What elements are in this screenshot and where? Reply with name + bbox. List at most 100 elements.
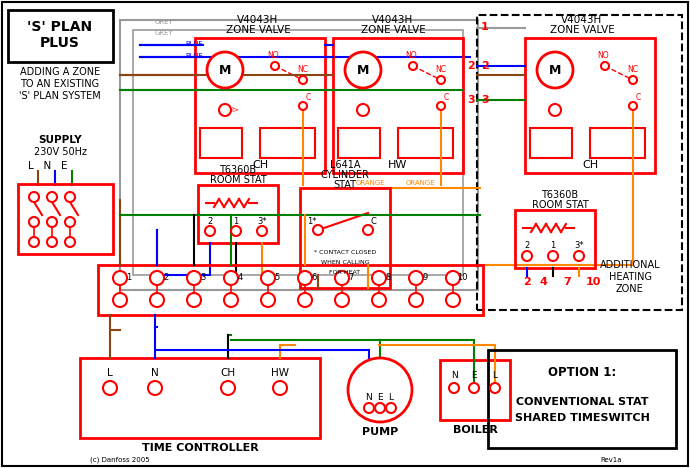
Text: NO: NO: [267, 51, 279, 60]
Text: PLUS: PLUS: [40, 36, 80, 50]
Circle shape: [299, 76, 307, 84]
Text: 6: 6: [311, 273, 317, 283]
Text: N: N: [366, 394, 373, 402]
Circle shape: [409, 271, 423, 285]
Text: M: M: [357, 64, 369, 76]
Text: N: N: [151, 368, 159, 378]
Bar: [120, 20, 478, 290]
Text: OPTION 1:: OPTION 1:: [548, 366, 616, 379]
Circle shape: [299, 102, 307, 110]
Circle shape: [409, 293, 423, 307]
Circle shape: [335, 271, 349, 285]
Text: ADDING A ZONE: ADDING A ZONE: [20, 67, 100, 77]
Circle shape: [65, 192, 75, 202]
Circle shape: [113, 271, 127, 285]
Circle shape: [449, 383, 459, 393]
Bar: [525, 38, 655, 173]
Text: 1: 1: [126, 273, 132, 283]
Text: 9: 9: [422, 273, 428, 283]
Text: 3: 3: [200, 273, 206, 283]
Bar: [200, 128, 242, 158]
Text: T6360B: T6360B: [219, 165, 257, 175]
Text: GREY: GREY: [155, 30, 174, 36]
Text: NC: NC: [435, 66, 446, 74]
Text: HW: HW: [388, 160, 408, 170]
Circle shape: [47, 217, 57, 227]
Text: 230V 50Hz: 230V 50Hz: [34, 147, 86, 157]
Text: V4043H: V4043H: [562, 15, 602, 25]
Circle shape: [261, 271, 275, 285]
Text: 4: 4: [539, 277, 547, 287]
Bar: [515, 210, 595, 268]
Text: 2: 2: [523, 277, 531, 287]
Text: ZONE VALVE: ZONE VALVE: [361, 25, 425, 35]
Text: C: C: [306, 94, 310, 102]
Text: L: L: [107, 368, 113, 378]
Bar: [80, 358, 320, 438]
Text: SHARED TIMESWITCH: SHARED TIMESWITCH: [515, 413, 649, 423]
Text: WHEN CALLING: WHEN CALLING: [321, 261, 369, 265]
Circle shape: [150, 271, 164, 285]
Circle shape: [409, 62, 417, 70]
Circle shape: [574, 251, 584, 261]
Circle shape: [298, 271, 312, 285]
Text: TIME CONTROLLER: TIME CONTROLLER: [141, 443, 258, 453]
Circle shape: [469, 383, 479, 393]
Bar: [133, 30, 463, 275]
Text: 10: 10: [585, 277, 601, 287]
Text: ORANGE: ORANGE: [355, 180, 385, 186]
Text: L: L: [388, 394, 393, 402]
Text: M: M: [549, 64, 561, 76]
Circle shape: [29, 192, 39, 202]
Text: 1: 1: [481, 22, 489, 32]
Circle shape: [221, 381, 235, 395]
Text: BLUE: BLUE: [185, 41, 203, 47]
Bar: [8, 10, 113, 62]
Text: CYLINDER: CYLINDER: [321, 170, 369, 180]
Bar: [398, 128, 453, 158]
Text: NO: NO: [597, 51, 609, 60]
Text: (c) Danfoss 2005: (c) Danfoss 2005: [90, 457, 150, 463]
Circle shape: [335, 293, 349, 307]
Circle shape: [29, 237, 39, 247]
Circle shape: [345, 52, 381, 88]
Text: L: L: [493, 371, 497, 380]
Circle shape: [257, 226, 267, 236]
Circle shape: [629, 76, 637, 84]
Text: 3: 3: [467, 95, 475, 105]
Text: 7: 7: [563, 277, 571, 287]
Bar: [18, 184, 113, 254]
Circle shape: [65, 237, 75, 247]
Text: L641A: L641A: [330, 160, 360, 170]
Text: ZONE VALVE: ZONE VALVE: [550, 25, 614, 35]
Text: * CONTACT CLOSED: * CONTACT CLOSED: [314, 250, 376, 256]
Text: L   N   E: L N E: [28, 161, 68, 171]
Text: 3: 3: [481, 95, 489, 105]
Text: 1*: 1*: [307, 218, 317, 227]
Text: C: C: [370, 218, 376, 227]
Text: 8: 8: [385, 273, 391, 283]
Circle shape: [372, 293, 386, 307]
Text: 'S' PLAN SYSTEM: 'S' PLAN SYSTEM: [19, 91, 101, 101]
Text: 5: 5: [275, 273, 279, 283]
Circle shape: [271, 62, 279, 70]
Circle shape: [224, 293, 238, 307]
Circle shape: [103, 381, 117, 395]
Circle shape: [187, 293, 201, 307]
Text: E: E: [471, 371, 477, 380]
Circle shape: [490, 383, 500, 393]
Text: BOILER: BOILER: [453, 425, 497, 435]
Text: ROOM STAT: ROOM STAT: [210, 175, 266, 185]
Bar: [333, 38, 463, 173]
Circle shape: [629, 102, 637, 110]
Circle shape: [446, 293, 460, 307]
Text: N: N: [451, 371, 457, 380]
Circle shape: [437, 76, 445, 84]
Text: TO AN EXISTING: TO AN EXISTING: [21, 79, 99, 89]
Text: PUMP: PUMP: [362, 427, 398, 437]
Text: 2: 2: [208, 217, 213, 226]
Bar: [260, 128, 315, 158]
Circle shape: [47, 192, 57, 202]
Circle shape: [205, 226, 215, 236]
Circle shape: [187, 271, 201, 285]
